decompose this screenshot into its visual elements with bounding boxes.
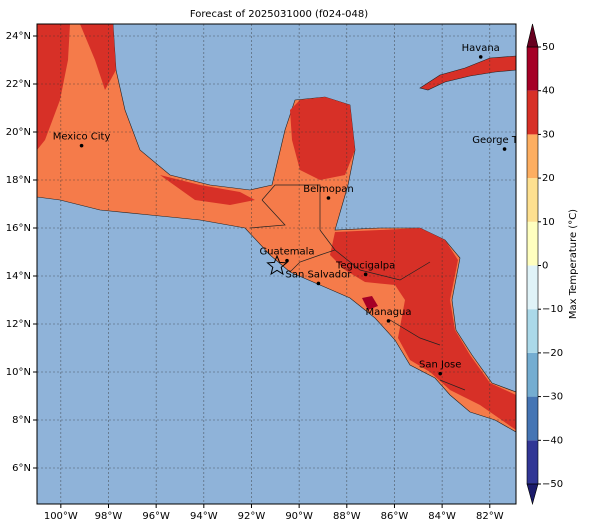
y-tick-label: 20°N bbox=[6, 127, 31, 138]
title: Forecast of 2025031000 (f024-048) bbox=[190, 9, 368, 20]
y-tick-label: 6°N bbox=[12, 463, 31, 474]
colorbar-tick-label: −50 bbox=[542, 479, 563, 490]
city-label: San Salvador bbox=[286, 269, 353, 280]
x-tick-label: 92°W bbox=[238, 511, 266, 522]
colorbar-tick-label: 30 bbox=[542, 129, 555, 140]
warm-region bbox=[37, 24, 516, 430]
y-tick-label: 22°N bbox=[6, 79, 31, 90]
y-tick-label: 24°N bbox=[6, 31, 31, 42]
map-frame bbox=[36, 23, 517, 505]
colorbar-tick-label: 40 bbox=[542, 86, 555, 97]
x-tick-label: 82°W bbox=[476, 511, 504, 522]
city-marker bbox=[478, 55, 483, 59]
colorbar-segment bbox=[527, 440, 538, 484]
colorbar-segment bbox=[527, 47, 538, 91]
city-marker bbox=[79, 143, 84, 148]
city-label: Havana bbox=[462, 43, 500, 54]
y-tick-label: 16°N bbox=[6, 223, 31, 234]
x-tick-label: 96°W bbox=[142, 511, 170, 522]
colorbar-extend bbox=[526, 23, 539, 48]
city-marker bbox=[438, 371, 443, 376]
y-tick-label: 18°N bbox=[6, 175, 31, 186]
colorbar-tick-label: 10 bbox=[542, 217, 555, 228]
city-marker bbox=[285, 258, 289, 263]
city-marker bbox=[326, 196, 331, 200]
y-tick-label: 10°N bbox=[6, 367, 31, 378]
x-tick-label: 88°W bbox=[333, 511, 361, 522]
colorbar-tick-label: −30 bbox=[542, 392, 563, 403]
city-label: Tegucigalpa bbox=[335, 260, 395, 271]
hot-region bbox=[362, 296, 378, 310]
colorbar-segment bbox=[527, 90, 538, 135]
y-tick-label: 12°N bbox=[6, 319, 31, 330]
map-area: Mexico City Havana George Town Belmopan Guat… bbox=[37, 24, 537, 504]
city-marker bbox=[316, 281, 321, 286]
x-tick-label: 84°W bbox=[428, 511, 456, 522]
x-tick-label: 98°W bbox=[95, 511, 123, 522]
colorbar-segment bbox=[527, 396, 538, 441]
colorbar-tick-label: −40 bbox=[542, 435, 563, 446]
x-tick-label: 94°W bbox=[190, 511, 218, 522]
colorbar-tick-label: −10 bbox=[542, 304, 563, 315]
city-marker bbox=[502, 147, 507, 151]
x-tick-label: 100°W bbox=[44, 511, 78, 522]
colorbar-segment bbox=[527, 221, 538, 266]
colorbar: −50 −40 −30 −20 −10 0 10 20 30 40 50 bbox=[526, 23, 563, 506]
colorbar-tick-label: 0 bbox=[542, 261, 548, 272]
colorbar-tick-label: 50 bbox=[542, 42, 555, 53]
borders bbox=[249, 184, 466, 391]
city-label: Guatemala bbox=[259, 247, 314, 258]
location-star bbox=[266, 254, 288, 276]
colorbar-segment bbox=[527, 309, 538, 353]
colorbar-label: Max Temperature (°C) bbox=[568, 209, 579, 319]
cities: Mexico City Havana George Town Belmopan Guat… bbox=[53, 43, 537, 376]
city-label: George Town bbox=[472, 135, 537, 146]
land bbox=[37, 24, 516, 433]
city-label: Managua bbox=[365, 307, 411, 318]
city-label: Belmopan bbox=[303, 184, 353, 195]
grid bbox=[37, 24, 516, 504]
y-tick-label: 8°N bbox=[12, 415, 31, 426]
city-label: San Jose bbox=[419, 360, 461, 371]
city-marker bbox=[363, 272, 368, 277]
colorbar-segment bbox=[527, 134, 538, 179]
colorbar-segment bbox=[527, 265, 538, 310]
city-marker bbox=[386, 319, 391, 323]
y-tick-label: 14°N bbox=[6, 271, 31, 282]
colorbar-segment bbox=[527, 178, 538, 222]
x-tick-label: 86°W bbox=[381, 511, 409, 522]
cuba bbox=[419, 55, 516, 91]
colorbar-segment bbox=[527, 352, 538, 397]
colorbar-extend bbox=[526, 483, 539, 506]
city-label: Mexico City bbox=[53, 132, 111, 143]
colorbar-tick-label: 20 bbox=[542, 173, 555, 184]
colorbar-tick-label: −20 bbox=[542, 348, 563, 359]
x-tick-label: 90°W bbox=[285, 511, 313, 522]
